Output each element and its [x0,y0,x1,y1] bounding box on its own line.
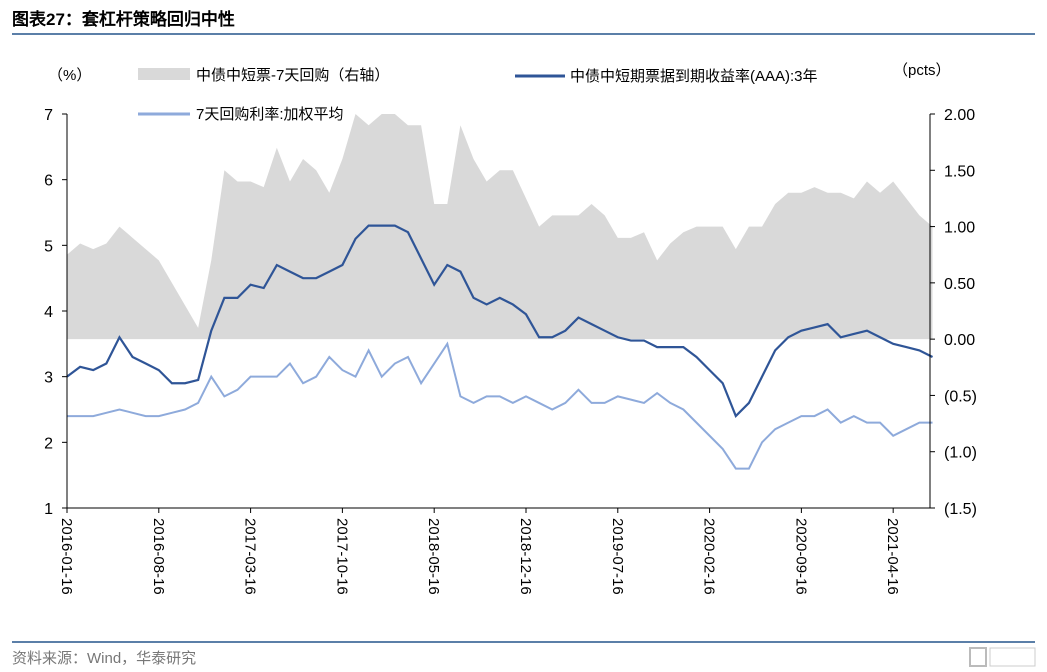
left-tick-label: 2 [44,435,53,452]
x-tick-label: 2017-10-16 [333,518,350,595]
right-tick-label: 2.00 [944,107,975,124]
right-tick-label: (1.0) [944,445,977,462]
legend-swatch-spread [138,68,190,80]
x-tick-label: 2021-04-16 [884,518,901,595]
x-tick-label: 2017-03-16 [242,518,259,595]
left-axis-unit: （%） [48,67,91,84]
right-axis-unit: （pcts） [893,62,951,79]
legend-label-spread: 中债中短票-7天回购（右轴） [196,67,389,84]
yield-line [66,224,934,419]
x-tick-label: 2016-01-16 [58,518,75,595]
left-tick-label: 4 [44,304,53,321]
right-tick-label: 0.50 [944,276,975,293]
right-tick-label: (0.5) [944,388,977,405]
legend-label-repo: 7天回购利率:加权平均 [196,106,344,123]
figure-title: 图表27：套杠杆策略回归中性 [12,9,235,29]
repo-line [67,341,933,470]
left-tick-label: 1 [44,501,53,518]
legend: 中债中短票-7天回购（右轴） 中债中短期票据到期收益率(AAA):3年 7天回购… [138,67,818,123]
source-note: 资料来源：Wind，华泰研究 [12,650,196,667]
legend-label-yield: 中债中短期票据到期收益率(AAA):3年 [570,68,818,85]
watermark-logo [969,647,1036,667]
x-tick-label: 2016-08-16 [150,518,167,595]
right-tick-label: (1.5) [944,501,977,518]
x-tick-label: 2020-09-16 [792,518,809,595]
plot-area: 1 2 3 4 5 6 7 (1.5) (1.0) (0.5) 0.00 0.50 1.00 1.50 2.… [44,107,977,595]
left-tick-label: 7 [44,107,53,124]
right-tick-label: 1.50 [944,163,975,180]
x-tick-label: 2020-02-16 [701,518,718,595]
left-tick-label: 6 [44,173,53,190]
right-tick-label: 1.00 [944,220,975,237]
x-tick-label: 2019-07-16 [609,518,626,595]
left-tick-label: 5 [44,238,53,255]
x-tick-label: 2018-12-16 [517,518,534,595]
spread-area [67,114,933,340]
x-tick-label: 2018-05-16 [425,518,442,595]
right-tick-label: 0.00 [944,332,975,349]
left-tick-label: 3 [44,370,53,387]
